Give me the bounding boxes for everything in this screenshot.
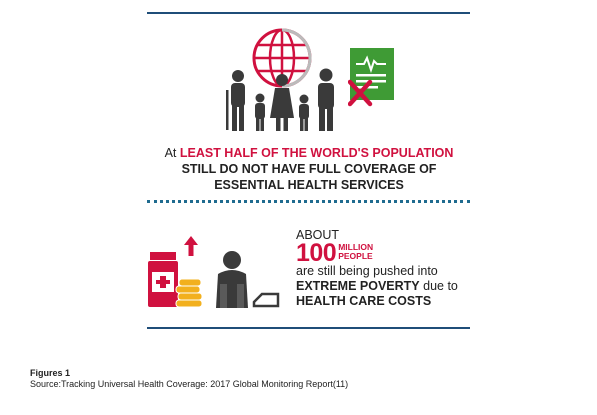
coins-icon xyxy=(175,278,203,308)
dotted-divider xyxy=(147,200,470,203)
coverage-headline: At LEAST HALF OF THE WORLD'S POPULATION … xyxy=(150,145,468,193)
stat-line-3: HEALTH CARE COSTS xyxy=(296,294,432,308)
stat-unit-people: PEOPLE xyxy=(338,251,373,261)
headline-highlight: LEAST HALF OF THE WORLD'S POPULATION xyxy=(179,146,454,160)
top-rule xyxy=(147,12,470,14)
medicine-bottle-icon xyxy=(148,252,178,307)
headline-line-3: ESSENTIAL HEALTH SERVICES xyxy=(214,178,404,192)
headline-line-2: STILL DO NOT HAVE FULL COVERAGE OF xyxy=(181,162,437,176)
poverty-illustration xyxy=(148,236,280,308)
stat-line-2: EXTREME POVERTY due to xyxy=(296,279,476,294)
figure-caption: Figures 1 Source:Tracking Universal Heal… xyxy=(30,368,348,390)
stat-about: ABOUT xyxy=(296,228,340,242)
figure-source: Source:Tracking Universal Health Coverag… xyxy=(30,379,349,389)
family-icon xyxy=(226,28,334,131)
health-card-icon xyxy=(348,48,394,107)
stat-unit-million: MILLION xyxy=(338,242,374,252)
figure-label: Figures 1 xyxy=(30,368,71,378)
headline-lead: At xyxy=(164,146,177,160)
stat-line-1: are still being pushed into xyxy=(296,264,438,278)
up-arrow-icon xyxy=(184,236,198,256)
stat-line-2-rest: due to xyxy=(419,279,458,293)
bottom-rule xyxy=(147,327,470,329)
stat-extreme-poverty: EXTREME POVERTY xyxy=(296,279,420,293)
cross-mark-icon xyxy=(348,79,373,107)
distressed-person-icon xyxy=(216,251,248,308)
empty-wallet-icon xyxy=(252,292,280,308)
stat-number: 100 xyxy=(296,239,337,267)
poverty-statistic: ABOUT 100 MILLION PEOPLE are still being… xyxy=(296,228,476,309)
